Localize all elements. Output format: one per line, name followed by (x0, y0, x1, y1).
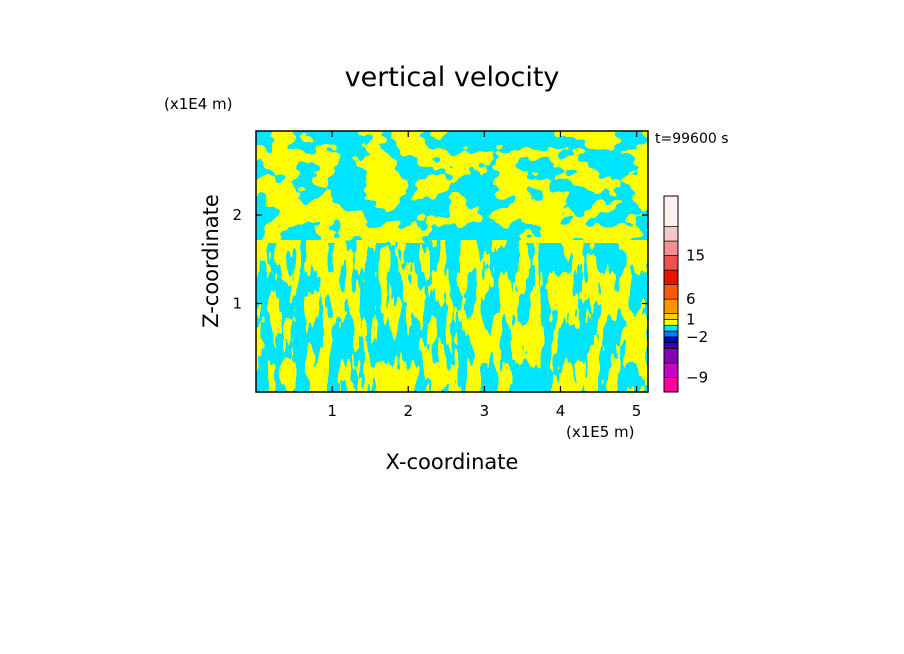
colorbar-swatch (663, 226, 679, 242)
x-tick-label: 2 (403, 402, 413, 420)
colorbar (663, 195, 679, 393)
colorbar-swatch (663, 298, 679, 314)
colorbar-swatch (663, 342, 679, 349)
colorbar-swatch (663, 319, 679, 326)
colorbar-label: 15 (686, 247, 705, 265)
positive-blobs-upper (256, 131, 648, 243)
colorbar-swatch (663, 362, 679, 378)
y-unit-label: (x1E4 m) (164, 95, 233, 113)
x-tick-label: 5 (632, 402, 642, 420)
x-unit-label: (x1E5 m) (566, 423, 635, 441)
colorbar-swatch (663, 269, 679, 285)
plot-frame (255, 130, 649, 393)
colorbar-swatch (663, 313, 679, 320)
time-label: t=99600 s (655, 131, 729, 147)
colorbar-swatch (663, 240, 679, 256)
y-tick-label: 2 (232, 206, 242, 224)
colorbar-swatch (663, 255, 679, 271)
x-axis-label: X-coordinate (386, 450, 519, 474)
colorbar-swatch (663, 284, 679, 300)
colorbar-swatch (663, 330, 679, 338)
colorbar-swatch (663, 324, 679, 332)
colorbar-swatch (663, 336, 679, 343)
chart-title: vertical velocity (345, 62, 560, 93)
colorbar-labels: 15 6 1−2 −9 (686, 247, 708, 387)
colorbar-label: 6 (686, 290, 696, 308)
y-tick-label: 1 (232, 295, 242, 313)
colorbar-label: −9 (686, 368, 708, 386)
x-tick-label: 1 (327, 402, 337, 420)
y-axis-ticks: 12 (232, 206, 648, 313)
plot-area (256, 131, 648, 392)
colorbar-label: −2 (686, 328, 708, 346)
x-axis-ticks: 1 2 3 4 5 (327, 131, 641, 420)
colorbar-swatch (663, 348, 679, 364)
x-tick-label: 3 (480, 402, 490, 420)
colorbar-swatch (663, 377, 679, 393)
y-axis-label: Z-coordinate (199, 194, 223, 328)
colorbar-label: 1 (686, 310, 696, 328)
x-tick-label: 4 (556, 402, 566, 420)
colorbar-swatch (663, 195, 679, 227)
colorbar-frame (663, 195, 679, 393)
positive-streaks-lower (256, 240, 648, 392)
